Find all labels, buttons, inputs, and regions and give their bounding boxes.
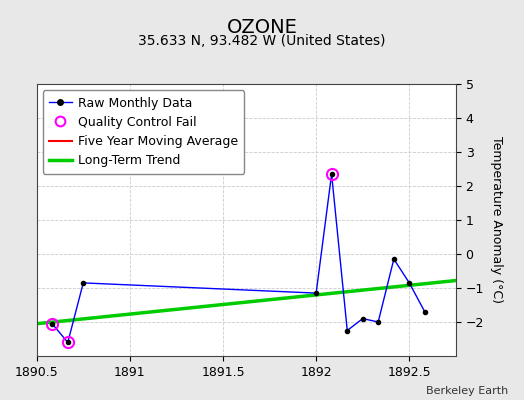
Text: OZONE: OZONE bbox=[226, 18, 298, 37]
Text: Berkeley Earth: Berkeley Earth bbox=[426, 386, 508, 396]
Text: 35.633 N, 93.482 W (United States): 35.633 N, 93.482 W (United States) bbox=[138, 34, 386, 48]
Y-axis label: Temperature Anomaly (°C): Temperature Anomaly (°C) bbox=[490, 136, 504, 304]
Legend: Raw Monthly Data, Quality Control Fail, Five Year Moving Average, Long-Term Tren: Raw Monthly Data, Quality Control Fail, … bbox=[43, 90, 244, 174]
